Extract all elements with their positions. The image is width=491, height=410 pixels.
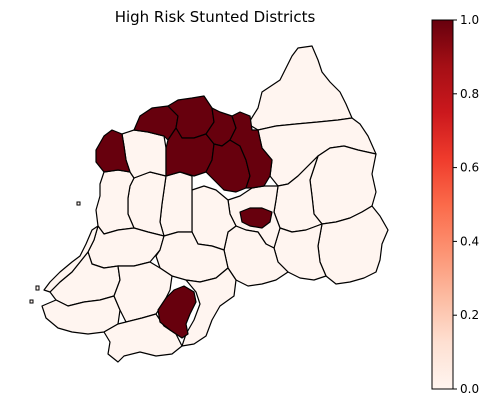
district-d13 bbox=[95, 169, 135, 235]
colorbar-tick-label: 0.6 bbox=[460, 161, 479, 175]
district-d15 bbox=[95, 129, 131, 173]
district-d23 bbox=[229, 111, 273, 189]
colorbar-tick-label: 0.4 bbox=[460, 234, 479, 248]
island-2 bbox=[35, 285, 40, 291]
colorbar-tick-label: 1.0 bbox=[460, 13, 479, 27]
district-d30 bbox=[157, 285, 197, 339]
district-d27 bbox=[103, 313, 183, 363]
colorbar-gradient bbox=[431, 19, 454, 390]
colorbar-tick-label: 0.8 bbox=[460, 87, 479, 101]
colorbar-tick-label: 0.2 bbox=[460, 308, 479, 322]
colorbar-tick-label: 0.0 bbox=[460, 382, 479, 396]
district-d29 bbox=[43, 225, 99, 293]
colorbar: 0.0 0.2 0.4 0.6 0.8 1.0 bbox=[431, 13, 479, 396]
map-title: High Risk Stunted Districts bbox=[114, 8, 316, 26]
district-d28 bbox=[181, 267, 237, 347]
lake-shore-islands bbox=[29, 201, 81, 304]
colorbar-ticks: 0.0 0.2 0.4 0.6 0.8 1.0 bbox=[453, 13, 479, 396]
district-d01 bbox=[247, 45, 353, 131]
island-3 bbox=[29, 299, 34, 304]
district-d08 bbox=[239, 207, 273, 229]
rwanda-districts-map bbox=[41, 45, 389, 363]
island-1 bbox=[76, 201, 81, 206]
